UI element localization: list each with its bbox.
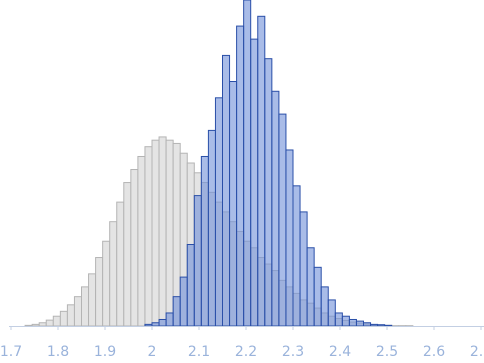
x-tick-label: 2.2 xyxy=(235,344,257,360)
histogram-bar xyxy=(130,169,139,327)
histogram-bar xyxy=(363,322,372,327)
histogram-bar xyxy=(292,185,301,327)
histogram-bar xyxy=(186,244,195,327)
x-tick-label: 2.7 xyxy=(470,344,484,360)
histogram-bar xyxy=(179,276,188,327)
histogram-bar xyxy=(377,324,386,327)
histogram-bar xyxy=(123,182,132,327)
histogram-bar xyxy=(271,90,280,327)
histogram-bar xyxy=(144,146,153,327)
histogram-bar xyxy=(144,323,153,327)
x-tick-label: 1.8 xyxy=(47,344,69,360)
x-tick-label: 1.9 xyxy=(94,344,116,360)
histogram-bar xyxy=(137,155,146,327)
histogram-bar xyxy=(229,81,238,327)
histogram-bar xyxy=(109,221,118,327)
histogram-bar xyxy=(38,322,47,327)
histogram-bar xyxy=(348,318,357,327)
histogram-bar xyxy=(306,247,315,327)
histogram-bar xyxy=(243,0,252,327)
histogram-bar xyxy=(81,286,90,327)
x-tick-label: 2.1 xyxy=(188,344,210,360)
histogram-bar xyxy=(193,195,202,327)
histogram-bar xyxy=(95,257,104,327)
histogram-bar xyxy=(102,240,111,327)
histogram-bar xyxy=(66,304,75,327)
x-tick-label: 2 xyxy=(148,344,157,360)
histogram-bar xyxy=(52,315,61,327)
histogram-bar xyxy=(165,312,174,327)
histogram-bar xyxy=(355,320,365,327)
histogram-bar xyxy=(151,139,160,327)
histogram-bar xyxy=(250,38,259,327)
histogram-bar xyxy=(313,266,322,327)
x-tick-label: 1.7 xyxy=(0,344,22,360)
histogram-bar xyxy=(158,318,167,327)
histogram-bar xyxy=(370,323,379,327)
histogram-bar xyxy=(222,54,231,327)
histogram-bar xyxy=(384,324,393,327)
histogram-bar xyxy=(327,299,336,327)
histogram-bar xyxy=(24,324,33,327)
histogram-bar xyxy=(341,315,350,327)
x-tick-label: 2.6 xyxy=(423,344,445,360)
histogram-bar xyxy=(207,129,216,327)
histogram-bar xyxy=(151,322,160,327)
histogram-bar xyxy=(45,319,54,327)
histogram-bar xyxy=(116,201,125,327)
x-tick-label: 2.5 xyxy=(376,344,398,360)
histogram-bar xyxy=(158,136,167,327)
histogram-bar xyxy=(172,296,181,327)
histogram-bar xyxy=(88,273,97,327)
histogram-bar xyxy=(334,312,343,327)
histogram-bar xyxy=(214,97,223,327)
histogram-bar xyxy=(285,149,294,327)
histogram-bar xyxy=(59,310,68,327)
histogram-bar xyxy=(236,25,245,327)
histogram-bar xyxy=(257,15,266,327)
histogram-bar xyxy=(264,58,273,327)
histogram-bar xyxy=(31,323,40,327)
histogram-bar xyxy=(73,296,82,327)
histogram-bar xyxy=(320,286,329,327)
histogram-bar xyxy=(278,113,287,327)
histogram-bar xyxy=(200,155,209,327)
x-tick-label: 2.4 xyxy=(329,344,351,360)
x-tick-label: 2.3 xyxy=(282,344,304,360)
histogram-bar xyxy=(165,139,174,327)
histogram-bar xyxy=(299,211,308,327)
